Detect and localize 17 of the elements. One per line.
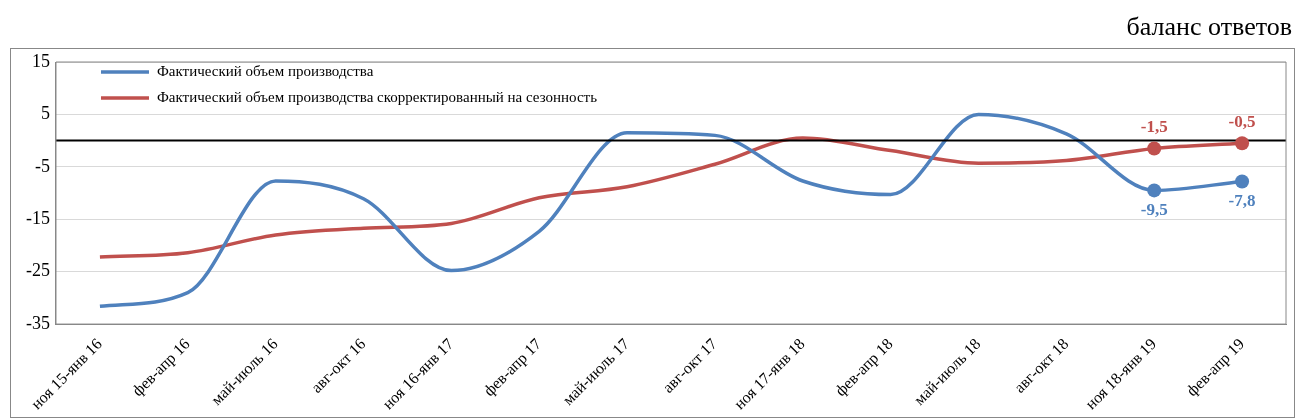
point (1235, 136, 1250, 151)
point (1235, 174, 1250, 189)
legend-label: Фактический объем производства скорректированный на сезонность (156, 88, 598, 105)
data-label: -9,5 (1140, 200, 1168, 220)
y-tick-label: -25 (25, 260, 50, 281)
data-label: -0,5 (1228, 112, 1256, 132)
y-tick-label: -15 (25, 207, 50, 228)
data-label: -1,5 (1140, 117, 1168, 137)
y-tick-label: 5 (40, 103, 50, 124)
legend-label: Фактический объем производства (156, 62, 374, 79)
y-axis-title: баланс ответов (1126, 12, 1292, 42)
point (1147, 141, 1162, 156)
y-tick-label: -35 (25, 312, 50, 333)
point (1147, 183, 1162, 198)
y-tick-label: -5 (34, 155, 50, 176)
y-tick-label: 15 (31, 50, 50, 71)
data-label: -7,8 (1228, 191, 1256, 211)
